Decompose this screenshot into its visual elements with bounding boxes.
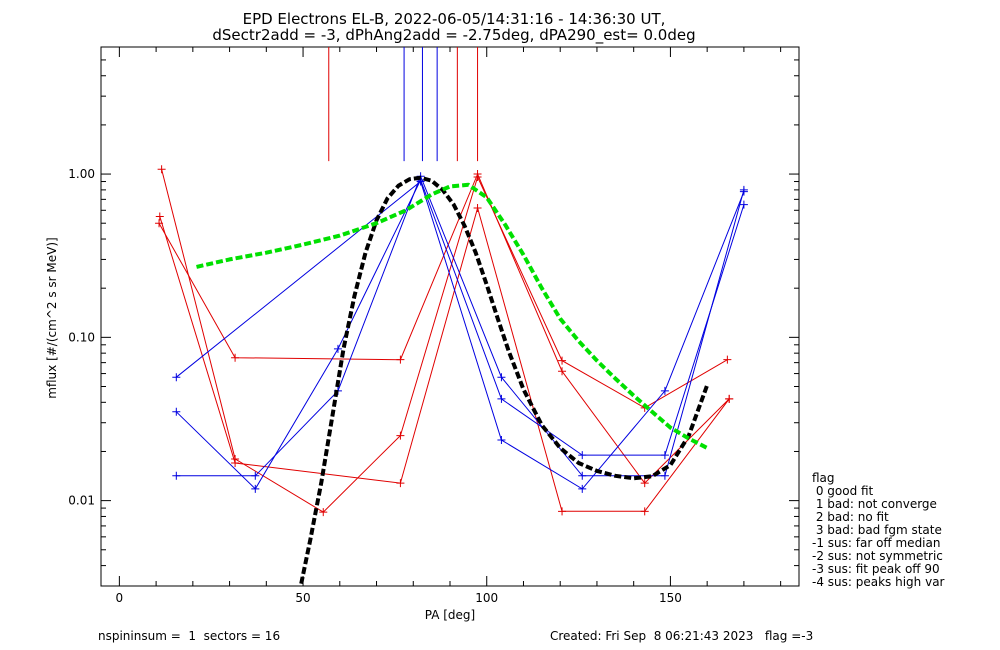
- fit-curves: [196, 175, 710, 585]
- series-line: [175, 178, 745, 490]
- x-tick-label: 150: [659, 591, 682, 605]
- x-tick-label: 50: [295, 591, 310, 605]
- legend-entry-5: -2 sus: not symmetric: [812, 549, 943, 563]
- data-point: [172, 373, 181, 382]
- data-point: [172, 471, 181, 480]
- data-point: [578, 471, 587, 480]
- data-point: [739, 187, 748, 196]
- x-tick-label: 0: [116, 591, 124, 605]
- legend-entry-0: 0 good fit: [812, 484, 874, 498]
- legend-entry-1: 1 bad: not converge: [812, 497, 937, 511]
- y-tick-label: 0.10: [68, 330, 95, 344]
- data-point: [558, 507, 567, 516]
- data-point: [396, 479, 405, 488]
- data-point: [231, 458, 240, 467]
- legend-entry-6: -3 sus: fit peak off 90: [812, 562, 940, 576]
- data-point: [396, 431, 405, 440]
- x-axis-label: PA [deg]: [425, 608, 475, 622]
- footer-right: Created: Fri Sep 8 06:21:43 2023 flag =-…: [550, 629, 813, 643]
- data-point: [319, 508, 328, 517]
- data-point: [333, 344, 342, 353]
- data-point: [251, 471, 260, 480]
- data-point: [640, 507, 649, 516]
- data-point: [723, 355, 732, 364]
- data-point: [497, 394, 506, 403]
- data-point: [497, 373, 506, 382]
- y-tick-label: 0.01: [68, 494, 95, 508]
- data-point: [725, 394, 734, 403]
- legend-entry-7: -4 sus: peaks high var: [812, 575, 945, 589]
- fit-curve-1: [196, 182, 709, 450]
- series-2: [155, 170, 734, 488]
- data-series: [155, 165, 748, 517]
- series-0: [157, 165, 732, 517]
- x-axis: 0 50 100 150: [116, 47, 782, 605]
- series-5: [172, 177, 748, 493]
- data-point: [558, 356, 567, 365]
- legend-title: flag: [812, 471, 835, 485]
- data-point: [396, 355, 405, 364]
- series-4: [172, 175, 748, 493]
- data-point: [660, 451, 669, 460]
- data-point: [155, 219, 164, 228]
- data-point: [497, 436, 506, 445]
- data-point: [739, 200, 748, 209]
- series-line: [161, 169, 728, 513]
- legend-entry-2: 2 bad: no fit: [812, 510, 889, 524]
- data-point: [157, 165, 166, 174]
- vertical-markers: [328, 47, 479, 162]
- data-point: [578, 451, 587, 460]
- series-line: [176, 174, 745, 477]
- data-point: [172, 407, 181, 416]
- fit-curve-0: [299, 175, 710, 585]
- flag-legend: flag 0 good fit 1 bad: not converge 2 ba…: [812, 471, 945, 589]
- data-point: [473, 170, 482, 179]
- y-axis-label: mflux [#/(cm^2 s sr MeV)]: [45, 237, 59, 398]
- data-point: [231, 353, 240, 362]
- series-1: [155, 203, 734, 516]
- y-axis: 0.01 0.10 1.00: [68, 59, 799, 567]
- data-point: [251, 484, 260, 493]
- data-point: [558, 367, 567, 376]
- chart-subtitle: dSectr2add = -3, dPhAng2add = -2.75deg, …: [212, 26, 695, 45]
- data-point: [660, 386, 669, 395]
- chart-title: EPD Electrons EL-B, 2022-06-05/14:31:16 …: [243, 10, 666, 28]
- data-point: [578, 484, 587, 493]
- x-tick-label: 100: [475, 591, 498, 605]
- data-point: [640, 479, 649, 488]
- data-point: [155, 212, 164, 221]
- legend-entry-4: -1 sus: far off median: [812, 536, 940, 550]
- series-line: [175, 180, 745, 490]
- data-point: [473, 203, 482, 212]
- data-point: [660, 471, 669, 480]
- legend-entry-3: 3 bad: bad fgm state: [812, 523, 942, 537]
- footer-left: nspininsum = 1 sectors = 16: [98, 629, 280, 643]
- y-tick-label: 1.00: [68, 167, 95, 181]
